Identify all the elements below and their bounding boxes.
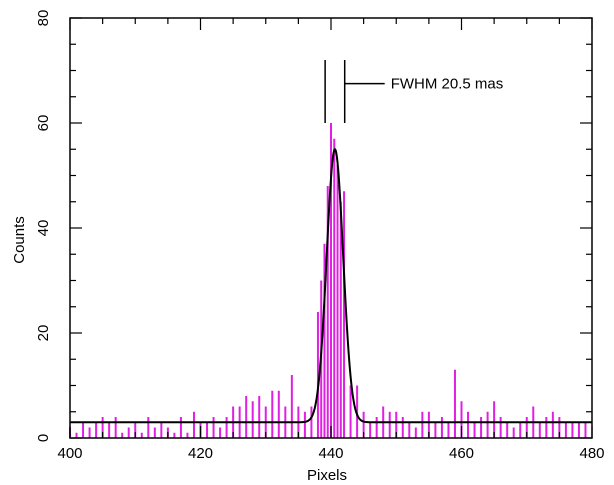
y-axis-title: Counts [11, 216, 28, 264]
x-tick-label: 420 [188, 445, 213, 462]
annotation-layer: FWHM 20.5 mas [324, 60, 504, 123]
y-tick-label: 60 [35, 115, 52, 132]
x-axis-title: Pixels [307, 467, 347, 484]
x-tick-label: 460 [449, 445, 474, 462]
data-layer [69, 123, 587, 438]
fit-layer [70, 147, 592, 424]
y-tick-label: 20 [35, 325, 52, 342]
x-tick-label: 440 [318, 445, 343, 462]
axes-layer: 400 420 440 460 480 0 20 40 60 80 [35, 10, 605, 462]
y-tick-label: 40 [35, 220, 52, 237]
gaussian-fit-line [70, 147, 592, 424]
y-tick-label: 80 [35, 10, 52, 27]
y-tick-label: 0 [35, 434, 52, 442]
fwhm-label: FWHM 20.5 mas [391, 76, 504, 93]
x-tick-label: 480 [579, 445, 604, 462]
x-tick-label: 400 [57, 445, 82, 462]
